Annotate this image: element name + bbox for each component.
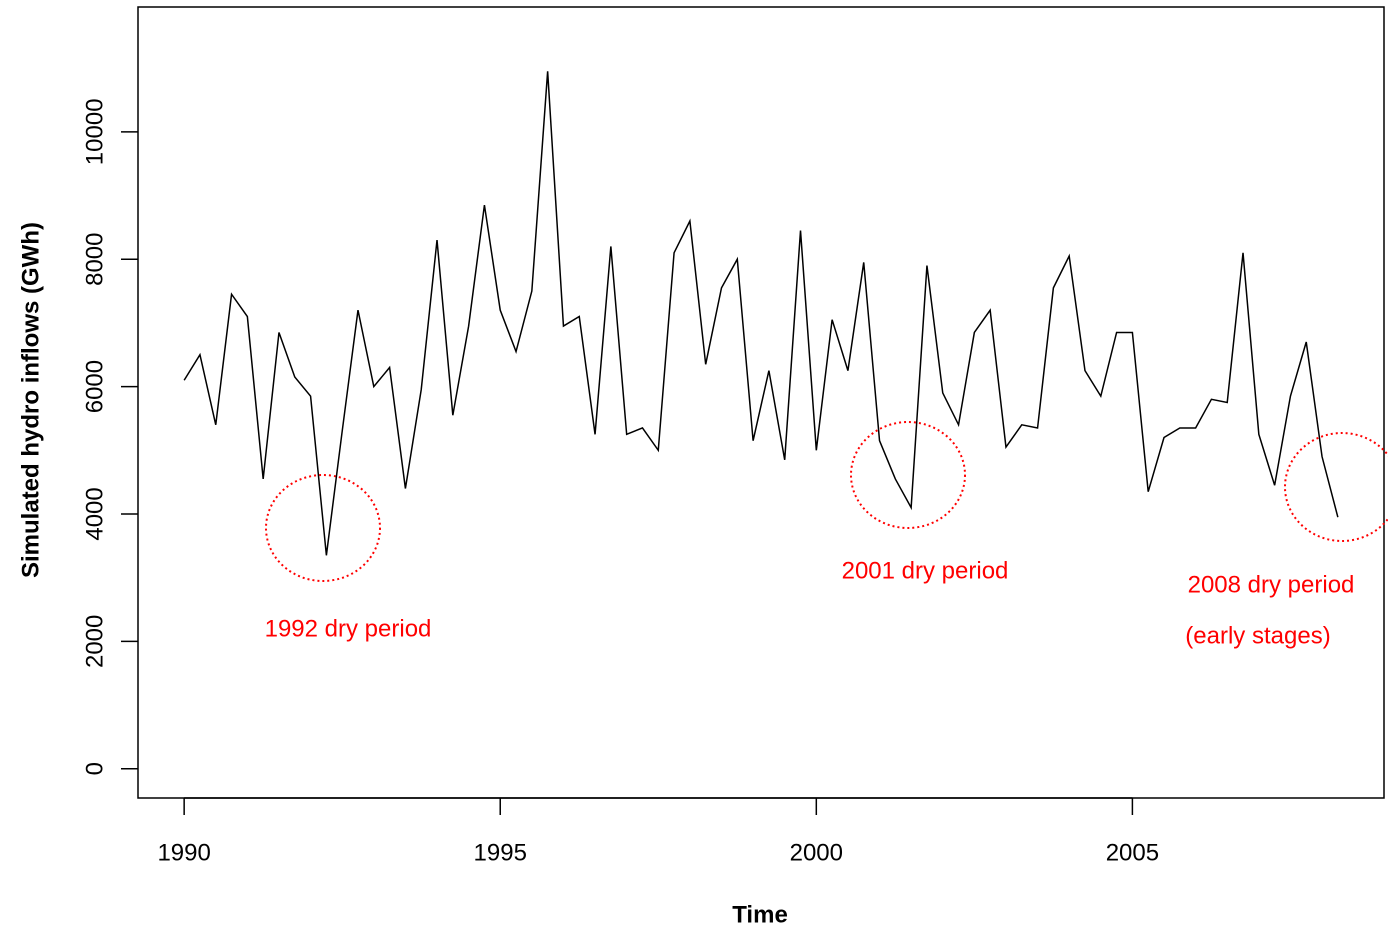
x-tick-label: 2000 [790, 839, 843, 866]
annotation: 1992 dry period [265, 615, 432, 642]
circle [850, 421, 966, 529]
circle [265, 474, 381, 582]
y-tick-label: 2000 [81, 615, 108, 668]
circle [1284, 432, 1388, 542]
y-axis-label: Simulated hydro inflows (GWh) [17, 222, 44, 578]
annotation: (early stages) [1185, 622, 1330, 649]
y-tick-label: 10000 [81, 98, 108, 165]
y-tick-label: 0 [81, 762, 108, 775]
x-tick-label: 1995 [474, 839, 527, 866]
y-tick-label: 6000 [81, 360, 108, 413]
line [183, 71, 1339, 556]
x-tick-label: 1990 [157, 839, 210, 866]
annotation-circles [265, 421, 1388, 582]
y-tick-label: 4000 [81, 487, 108, 540]
x-tick-label: 2005 [1106, 839, 1159, 866]
x-axis-label: Time [732, 901, 788, 928]
annotation: 2001 dry period [842, 557, 1009, 584]
y-tick-label: 8000 [81, 233, 108, 286]
annotation: 2008 dry period [1188, 571, 1355, 598]
